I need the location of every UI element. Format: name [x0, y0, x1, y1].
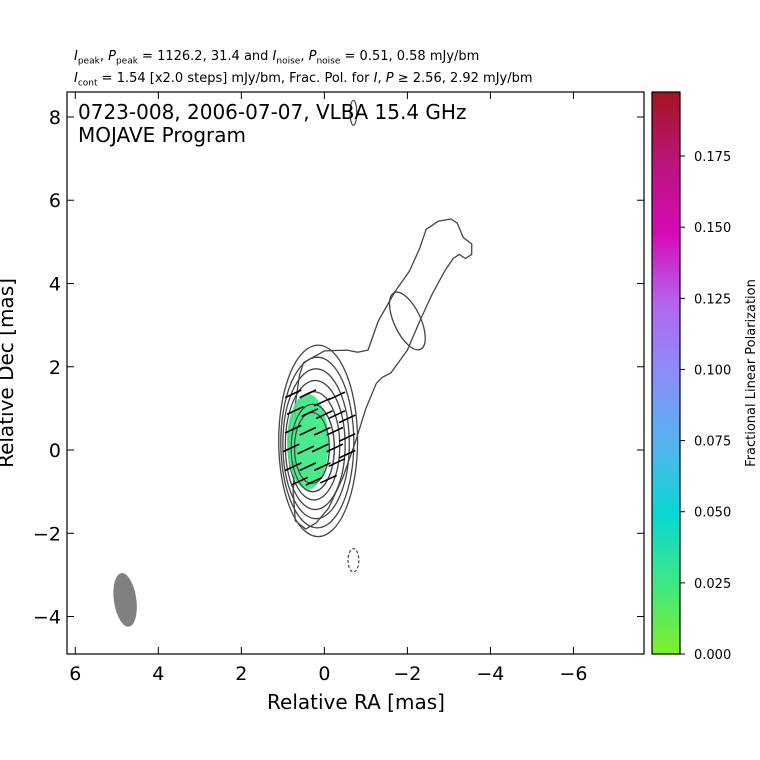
x-axis-ticks: 6 4 2 0 −2 −4 −6	[69, 92, 587, 685]
jet-knot-contour	[388, 291, 426, 351]
colorbar-frame	[651, 91, 681, 655]
evpa-vector	[315, 410, 333, 420]
colorbar-bar	[652, 92, 680, 654]
evpa-vector	[328, 391, 346, 401]
colorbar-tick-label: 0.025	[694, 577, 731, 592]
evpa-vector	[284, 462, 302, 472]
header-line-1: Ipeak, Ppeak = 1126.2, 31.4 and Inoise, …	[74, 49, 480, 67]
evpa-vector	[328, 457, 346, 468]
beam-ellipse	[113, 573, 137, 627]
negative-contour	[347, 548, 360, 573]
evpa-vector	[338, 414, 356, 424]
evpa-vector	[301, 408, 319, 418]
x-tick-label: −4	[476, 663, 504, 685]
y-tick-label: 4	[49, 273, 61, 295]
core-contour-overlay-1	[293, 411, 330, 484]
x-tick-label: 2	[235, 663, 247, 685]
colorbar-tick-label: 0.175	[694, 150, 731, 165]
core-contour-7	[278, 344, 359, 538]
y-axis-label: Relative Dec [mas]	[0, 278, 18, 468]
x-axis-label: Relative RA [mas]	[267, 690, 445, 714]
evpa-vector	[297, 445, 315, 455]
evpa-vector	[313, 397, 331, 407]
x-tick-label: −2	[393, 663, 421, 685]
chart-title-line-1: 0723-008, 2006-07-07, VLBA 15.4 GHz	[78, 100, 466, 124]
x-tick-label: −6	[559, 663, 587, 685]
small-contour	[349, 99, 358, 126]
plot-area: 6 4 2 0 −2 −4 −6 −4 −2 0 2 4 6 8 0723-008, 2006-07-0…	[0, 91, 645, 714]
evpa-vector	[282, 443, 300, 453]
plot-frame	[66, 91, 645, 655]
core-contour-4	[284, 379, 346, 511]
core-contour-5	[282, 368, 350, 520]
evpa-vector	[313, 426, 331, 436]
colorbar-ticks: 0.000 0.025 0.050 0.075 0.100 0.125 0.150 0.175	[680, 150, 731, 663]
evpa-vector	[313, 462, 331, 472]
colorbar-tick-label: 0.000	[694, 648, 731, 663]
x-tick-label: 6	[69, 663, 81, 685]
chart-title-line-2: MOJAVE Program	[78, 123, 246, 147]
evpa-vector	[328, 410, 346, 420]
colorbar-label: Fractional Linear Polarization	[744, 279, 759, 467]
evpa-vector	[299, 389, 317, 399]
colorbar-tick-label: 0.075	[694, 435, 731, 450]
evpa-vector	[311, 443, 329, 453]
x-tick-label: 4	[152, 663, 164, 685]
colorbar-tick-label: 0.100	[694, 363, 731, 378]
y-tick-label: −4	[33, 607, 61, 629]
core-contour-6	[280, 356, 355, 529]
evpa-vector	[286, 405, 304, 415]
colorbar-tick-label: 0.150	[694, 221, 731, 236]
y-tick-label: 8	[49, 107, 61, 129]
evpa-vector	[290, 476, 308, 486]
outer-contour	[292, 218, 473, 530]
y-tick-label: 0	[49, 440, 61, 462]
evpa-vector	[338, 432, 356, 443]
colorbar: 0.000 0.025 0.050 0.075 0.100 0.125 0.150 0.175…	[651, 91, 759, 663]
intensity-contours	[113, 99, 473, 627]
evpa-vector	[305, 476, 323, 486]
y-tick-label: 6	[49, 190, 61, 212]
x-tick-label: 0	[318, 663, 330, 685]
evpa-vector	[326, 443, 344, 453]
colorbar-tick-label: 0.125	[694, 292, 731, 307]
y-tick-label: 2	[49, 357, 61, 379]
header-line-2: Icont = 1.54 [x2.0 steps] mJy/bm, Frac. …	[74, 71, 533, 89]
evpa-vector	[299, 426, 317, 436]
y-tick-label: −2	[33, 523, 61, 545]
evpa-vector	[299, 462, 317, 472]
evpa-vector	[320, 474, 338, 484]
evpa-vectors	[282, 389, 356, 486]
evpa-vector	[284, 389, 302, 399]
evpa-vector	[338, 449, 356, 459]
evpa-vector	[284, 424, 302, 434]
colorbar-tick-label: 0.050	[694, 506, 731, 521]
y-axis-ticks: −4 −2 0 2 4 6 8	[33, 107, 644, 629]
evpa-vector	[326, 426, 344, 436]
polarization-layer	[287, 393, 335, 493]
